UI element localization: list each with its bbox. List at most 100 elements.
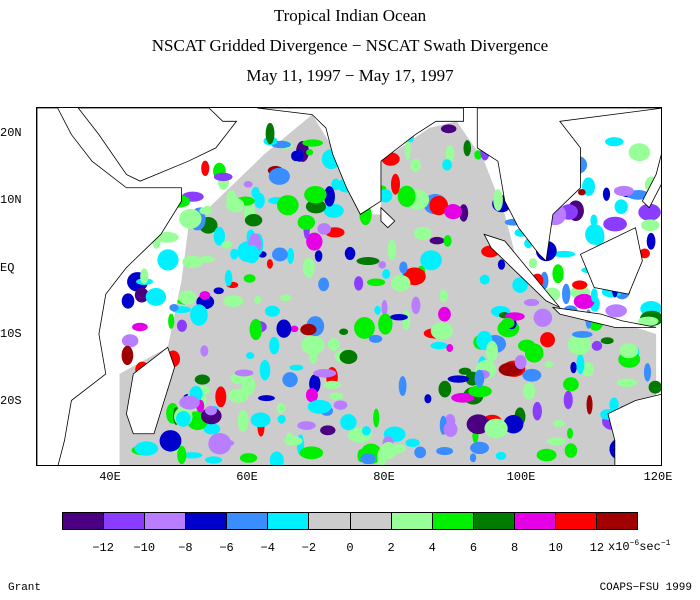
divergence-cell: [176, 319, 187, 332]
divergence-cell: [259, 359, 271, 381]
landmass: [37, 108, 182, 465]
landmass: [641, 154, 661, 209]
divergence-cell: [134, 287, 149, 303]
divergence-cell: [302, 257, 315, 278]
divergence-cell: [546, 437, 566, 446]
lon-label-100e: 100E: [506, 470, 536, 484]
divergence-cell: [501, 317, 515, 329]
divergence-cell: [443, 235, 452, 247]
divergence-cell: [226, 190, 237, 211]
legend-tick-label: −2: [301, 541, 317, 555]
divergence-cell: [646, 232, 656, 250]
divergence-cell: [484, 418, 508, 439]
divergence-cell: [616, 378, 638, 387]
divergence-cell: [585, 224, 605, 245]
legend-tick-label: −12: [92, 541, 114, 555]
divergence-cell: [429, 236, 445, 245]
lat-label-20s: 20S: [0, 394, 22, 408]
divergence-cell: [224, 269, 233, 287]
divergence-cell: [468, 385, 492, 398]
landmass: [77, 108, 238, 182]
divergence-cell: [512, 277, 528, 293]
divergence-cell: [205, 405, 217, 416]
divergence-cell: [430, 341, 448, 350]
divergence-cell: [638, 316, 659, 326]
landmass: [579, 227, 643, 295]
divergence-cell: [244, 245, 260, 264]
legend-swatch: [350, 513, 392, 529]
divergence-cell: [405, 438, 420, 448]
divergence-cell: [398, 376, 407, 397]
divergence-cell: [272, 247, 288, 262]
divergence-cell: [329, 392, 344, 400]
divergence-cell: [204, 456, 223, 464]
divergence-cell: [572, 330, 593, 338]
divergence-cell: [145, 287, 167, 306]
divergence-cell: [269, 451, 284, 465]
divergence-cell: [228, 388, 249, 403]
divergence-cell: [324, 186, 335, 207]
divergence-cell: [258, 395, 275, 402]
divergence-cell: [177, 445, 187, 465]
divergence-cell: [544, 361, 554, 368]
divergence-cell: [241, 375, 256, 396]
divergence-cell: [399, 261, 408, 274]
legend-tick-label: −8: [178, 541, 193, 555]
divergence-cell: [381, 299, 388, 316]
divergence-cell: [246, 352, 255, 359]
divergence-cell: [411, 296, 421, 315]
divergence-cell: [497, 259, 506, 270]
divergence-cell: [486, 340, 498, 362]
date-range: May 11, 1997 − May 17, 1997: [246, 66, 454, 85]
legend-swatch: [104, 513, 146, 529]
divergence-cell: [590, 214, 598, 227]
divergence-cell: [354, 317, 375, 339]
divergence-cell: [563, 390, 573, 410]
divergence-cell: [420, 250, 442, 271]
divergence-cell: [561, 283, 571, 305]
divergence-cell: [265, 122, 275, 145]
divergence-cell: [614, 199, 628, 214]
divergence-cell: [402, 310, 411, 331]
divergence-cell: [440, 124, 457, 134]
divergence-cell: [628, 143, 651, 162]
lat-label-10s: 10S: [0, 327, 22, 341]
divergence-cell: [469, 453, 477, 463]
divergence-cell: [413, 226, 432, 241]
coastlines: [37, 108, 661, 465]
divergence-cell: [178, 290, 197, 305]
divergence-cell: [339, 349, 358, 365]
divergence-cell: [295, 148, 304, 162]
divergence-cell: [284, 436, 303, 446]
lon-label-80e: 80E: [373, 470, 395, 484]
divergence-cell: [320, 425, 336, 436]
divergence-cell: [200, 345, 209, 357]
divergence-cell: [367, 278, 386, 287]
divergence-cell: [458, 367, 472, 375]
divergence-cell: [387, 239, 397, 261]
legend-swatch: [268, 513, 310, 529]
divergence-cell: [213, 172, 233, 182]
divergence-cell: [203, 423, 221, 435]
legend-swatch: [473, 513, 515, 529]
divergence-cell: [182, 452, 203, 459]
divergence-cell: [495, 451, 507, 460]
divergence-cell: [327, 337, 340, 351]
divergence-cell: [378, 189, 393, 203]
divergence-cell: [179, 208, 202, 229]
divergence-cell: [578, 189, 586, 196]
divergence-cell: [318, 277, 330, 292]
divergence-cell: [213, 226, 226, 246]
divergence-cell: [251, 186, 260, 199]
divergence-cell: [121, 334, 139, 348]
lon-label-120e: 120E: [643, 470, 673, 484]
divergence-cell: [590, 288, 598, 303]
divergence-cell: [234, 369, 254, 377]
divergence-cell: [438, 380, 452, 398]
divergence-cell: [540, 271, 549, 290]
legend-tick-label: −10: [133, 541, 156, 555]
divergence-cell: [340, 413, 357, 431]
divergence-cell: [305, 199, 327, 214]
divergence-cell: [540, 332, 555, 348]
divergence-cell: [212, 439, 235, 448]
